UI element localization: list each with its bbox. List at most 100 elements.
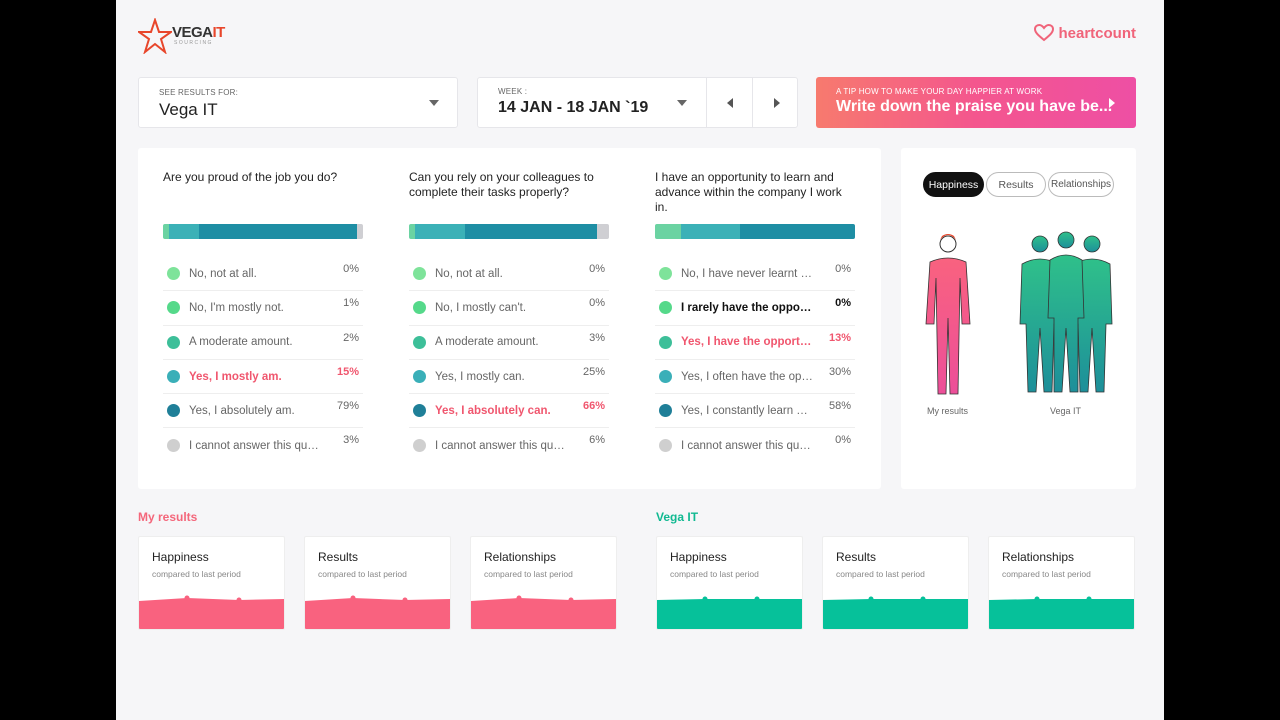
answer-dot-icon [659,404,672,418]
answer-row[interactable]: A moderate amount. 2% [163,326,363,360]
trend-card[interactable]: Happiness compared to last period [656,536,803,630]
trend-point [702,596,708,602]
answer-percentage: 0% [589,297,605,310]
trend-area [305,598,450,629]
answer-list: No, I have never learnt an... 0% I rarely … [655,257,855,463]
trend-card-title: Results [318,550,359,564]
answer-row[interactable]: I cannot answer this que... 3% [163,428,363,462]
trend-sparkline [471,595,616,629]
answer-row[interactable]: No, I have never learnt an... 0% [655,257,855,292]
vega-it-logo[interactable]: VEGAIT SOURCING [135,16,228,55]
comparison-panel: Happiness Results Relationships My resul… [901,148,1136,489]
trend-card-subtitle: compared to last period [484,569,573,579]
question-title: I have an opportunity to learn and advan… [655,170,842,214]
answer-dot-icon [659,439,672,453]
answer-dot-icon [413,267,426,281]
answer-row[interactable]: No, not at all. 0% [409,257,609,292]
tip-banner[interactable]: A TIP HOW TO MAKE YOUR DAY HAPPIER AT WO… [816,77,1136,128]
chevron-right-icon [1109,98,1115,108]
week-select-group: WEEK : 14 JAN - 18 JAN `19 [477,77,798,128]
question-column: Are you proud of the job you do? No, not … [163,170,363,463]
trend-point [920,596,926,602]
answer-row[interactable]: Yes, I often have the opp... 30% [655,360,855,395]
answer-percentage: 15% [336,365,359,378]
trend-sparkline [139,595,284,629]
trend-sparkline [989,596,1134,629]
heartcount-logo[interactable]: heartcount [1034,24,1136,42]
answer-row[interactable]: Yes, I have the opportuni... 13% [655,326,855,360]
trend-point [1034,596,1040,602]
results-for-select[interactable]: SEE RESULTS FOR: Vega IT [138,77,458,128]
answer-row[interactable]: I cannot answer this que... 6% [409,428,609,462]
questions-panel: Are you proud of the job you do? No, not … [138,148,881,489]
toggle-results[interactable]: Results [986,172,1046,197]
answer-percentage: 0% [343,263,359,275]
trend-card-title: Relationships [1002,550,1075,564]
answer-label: I cannot answer this que... [681,439,813,452]
trend-card[interactable]: Results compared to last period [304,536,451,630]
answer-row[interactable]: Yes, I absolutely am. 79% [163,394,363,429]
chevron-down-icon [429,100,439,106]
trend-card[interactable]: Relationships compared to last period [988,536,1135,630]
answer-row[interactable]: No, I mostly can't. 0% [409,291,609,326]
answer-dot-icon [659,301,672,315]
trend-point [1086,596,1092,602]
week-value: 14 JAN - 18 JAN `19 [498,99,649,116]
answer-row[interactable]: Yes, I absolutely can. 66% [409,394,609,429]
distribution-segment [740,224,855,239]
chevron-left-icon [727,98,733,108]
week-label: WEEK : [498,87,528,96]
trend-card[interactable]: Results compared to last period [822,536,969,630]
answer-label: I cannot answer this que... [435,439,567,452]
next-week-button[interactable] [752,78,798,127]
answer-row[interactable]: No, not at all. 0% [163,257,363,292]
my-results-section-title: My results [138,510,198,524]
trend-area [823,599,968,629]
answer-row[interactable]: I rarely have the opportu... 0% [655,291,855,326]
trend-card[interactable]: Happiness compared to last period [138,536,285,630]
trend-sparkline [823,596,968,629]
answer-percentage: 0% [835,263,851,275]
trend-point [236,597,242,603]
answer-row[interactable]: Yes, I constantly learn an... 58% [655,394,855,429]
answer-percentage: 3% [589,331,605,344]
question-column: Can you rely on your colleagues to compl… [409,170,609,463]
answer-row[interactable]: I cannot answer this que... 0% [655,428,855,462]
trend-card-subtitle: compared to last period [1002,569,1091,579]
previous-week-button[interactable] [706,78,752,127]
distribution-segment [163,224,169,239]
answer-distribution-bar [655,224,855,239]
answer-percentage: 25% [582,365,605,378]
answer-dot-icon [659,370,672,384]
answer-dot-icon [413,301,426,315]
answer-dot-icon [659,335,672,349]
answer-percentage: 13% [828,331,851,344]
distribution-segment [597,224,609,239]
trend-point [350,595,356,601]
answer-row[interactable]: No, I'm mostly not. 1% [163,291,363,326]
distribution-segment [465,224,597,239]
answer-label: A moderate amount. [189,336,293,349]
toggle-happiness[interactable]: Happiness [923,172,984,197]
toggle-relationships[interactable]: Relationships [1048,172,1114,197]
week-select[interactable]: WEEK : 14 JAN - 18 JAN `19 [478,78,706,127]
answer-row[interactable]: Yes, I mostly am. 15% [163,360,363,395]
answer-list: No, not at all. 0% No, I mostly can't. 0% A … [409,257,609,463]
trend-area [989,599,1134,629]
trend-card[interactable]: Relationships compared to last period [470,536,617,630]
answer-percentage: 6% [589,434,605,447]
answer-dot-icon [413,370,426,384]
chevron-down-icon [677,100,687,106]
answer-label: Yes, I absolutely can. [435,404,551,417]
answer-label: I rarely have the opportu... [681,301,813,314]
question-column: I have an opportunity to learn and advan… [655,170,855,463]
answer-label: Yes, I absolutely am. [189,404,295,417]
answer-row[interactable]: A moderate amount. 3% [409,326,609,360]
company-results-section-title: Vega IT [656,510,699,524]
trend-point [516,595,522,601]
answer-label: Yes, I have the opportuni... [681,336,813,349]
answer-row[interactable]: Yes, I mostly can. 25% [409,360,609,395]
logo-wordmark: VEGAIT [172,24,225,41]
company-figure-illustration [1019,231,1113,393]
answer-percentage: 2% [343,331,359,344]
